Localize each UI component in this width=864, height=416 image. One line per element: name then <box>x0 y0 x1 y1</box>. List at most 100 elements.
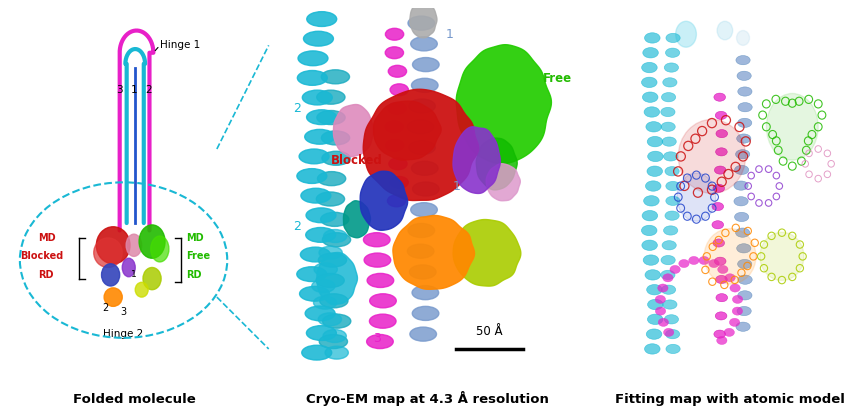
Ellipse shape <box>96 227 130 264</box>
Polygon shape <box>453 127 500 193</box>
Ellipse shape <box>664 152 677 161</box>
Ellipse shape <box>641 225 657 235</box>
Ellipse shape <box>385 28 403 40</box>
Ellipse shape <box>665 329 680 339</box>
Text: 3: 3 <box>372 332 380 344</box>
Ellipse shape <box>385 139 403 151</box>
Ellipse shape <box>412 286 439 300</box>
Ellipse shape <box>730 284 740 292</box>
Ellipse shape <box>677 173 715 221</box>
Ellipse shape <box>661 122 676 131</box>
Ellipse shape <box>716 294 727 302</box>
Ellipse shape <box>303 31 334 46</box>
Polygon shape <box>344 201 371 238</box>
Ellipse shape <box>411 161 438 175</box>
Ellipse shape <box>135 282 149 297</box>
Ellipse shape <box>676 21 696 47</box>
Ellipse shape <box>665 166 679 176</box>
Text: 2: 2 <box>293 220 301 233</box>
Ellipse shape <box>715 275 727 284</box>
Ellipse shape <box>407 120 434 134</box>
Ellipse shape <box>101 264 119 286</box>
Ellipse shape <box>411 78 438 92</box>
Ellipse shape <box>715 166 726 174</box>
Text: RD: RD <box>186 270 201 280</box>
Ellipse shape <box>734 181 748 190</box>
Ellipse shape <box>704 229 756 284</box>
Ellipse shape <box>658 284 668 292</box>
Ellipse shape <box>319 334 347 349</box>
Polygon shape <box>363 89 479 201</box>
Ellipse shape <box>407 244 434 258</box>
Ellipse shape <box>737 307 752 316</box>
Ellipse shape <box>662 92 676 102</box>
Ellipse shape <box>713 239 725 247</box>
Ellipse shape <box>689 256 699 265</box>
Ellipse shape <box>318 313 341 326</box>
Ellipse shape <box>658 318 669 327</box>
Ellipse shape <box>716 337 727 344</box>
Ellipse shape <box>644 196 659 206</box>
Ellipse shape <box>665 48 680 57</box>
Ellipse shape <box>666 344 680 354</box>
Ellipse shape <box>662 137 677 146</box>
Ellipse shape <box>737 134 751 143</box>
Ellipse shape <box>734 212 749 222</box>
Ellipse shape <box>648 151 664 161</box>
Ellipse shape <box>738 103 753 112</box>
Text: 2: 2 <box>293 102 301 115</box>
Ellipse shape <box>306 228 336 242</box>
Ellipse shape <box>390 84 409 96</box>
Ellipse shape <box>126 234 142 256</box>
Ellipse shape <box>734 165 749 175</box>
Ellipse shape <box>715 148 727 156</box>
Ellipse shape <box>647 136 663 147</box>
Text: 1: 1 <box>446 28 454 41</box>
Ellipse shape <box>646 121 662 132</box>
Ellipse shape <box>299 149 329 164</box>
Text: Free: Free <box>186 251 210 261</box>
Ellipse shape <box>666 33 680 42</box>
Ellipse shape <box>737 244 751 253</box>
Ellipse shape <box>715 312 727 320</box>
Ellipse shape <box>301 247 330 262</box>
Ellipse shape <box>645 270 661 280</box>
Ellipse shape <box>317 171 346 186</box>
Ellipse shape <box>642 210 658 221</box>
Ellipse shape <box>297 168 327 183</box>
Polygon shape <box>393 215 474 289</box>
Ellipse shape <box>718 265 728 274</box>
Ellipse shape <box>307 326 336 340</box>
Ellipse shape <box>738 118 752 128</box>
Ellipse shape <box>662 240 677 250</box>
Ellipse shape <box>663 300 677 309</box>
Ellipse shape <box>664 226 677 235</box>
Ellipse shape <box>643 92 658 102</box>
Ellipse shape <box>738 259 752 269</box>
Ellipse shape <box>670 265 680 274</box>
Ellipse shape <box>139 225 165 258</box>
Ellipse shape <box>312 280 335 292</box>
Ellipse shape <box>307 12 337 27</box>
Ellipse shape <box>661 255 676 265</box>
Ellipse shape <box>317 90 345 104</box>
Ellipse shape <box>664 314 678 324</box>
Ellipse shape <box>143 267 161 290</box>
Ellipse shape <box>410 203 437 217</box>
Ellipse shape <box>664 328 674 337</box>
Ellipse shape <box>297 71 327 85</box>
Ellipse shape <box>712 221 724 229</box>
Ellipse shape <box>388 65 407 77</box>
Polygon shape <box>476 138 518 190</box>
Ellipse shape <box>736 30 749 45</box>
Ellipse shape <box>663 274 673 282</box>
Ellipse shape <box>662 285 676 295</box>
Ellipse shape <box>647 314 663 324</box>
Text: Folded molecule: Folded molecule <box>73 393 195 406</box>
Ellipse shape <box>642 240 658 250</box>
Ellipse shape <box>314 263 337 276</box>
Ellipse shape <box>320 294 348 308</box>
Ellipse shape <box>300 286 329 301</box>
Text: Fitting map with atomic model: Fitting map with atomic model <box>615 393 845 406</box>
Ellipse shape <box>364 253 391 267</box>
